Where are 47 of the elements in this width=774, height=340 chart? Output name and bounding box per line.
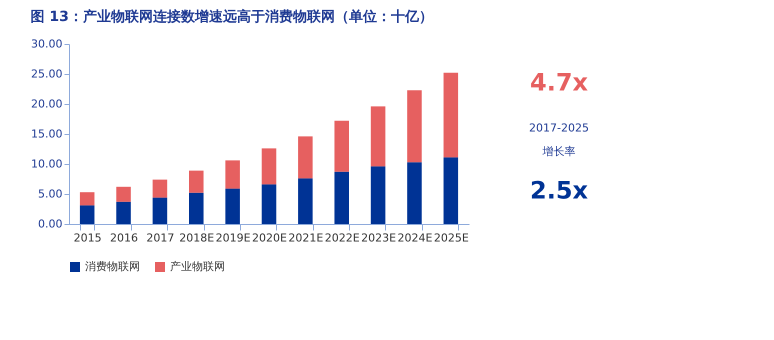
bar	[262, 184, 276, 224]
bar	[225, 188, 240, 224]
x-tick-label: 2020E	[252, 232, 288, 244]
bar	[444, 72, 458, 158]
bar	[152, 198, 168, 224]
bar	[80, 205, 94, 224]
bar	[370, 106, 386, 166]
legend-label: 产业物联网	[170, 260, 225, 273]
bar	[298, 178, 313, 224]
bar	[262, 148, 276, 184]
bar	[407, 162, 422, 224]
x-tick-label: 2024E	[397, 232, 432, 244]
bar	[407, 90, 422, 162]
bar	[444, 157, 458, 224]
bar	[189, 170, 204, 193]
bar	[334, 120, 349, 172]
y-tick-label: 10.00	[31, 158, 62, 170]
x-tick-label: 2018E	[179, 232, 214, 244]
x-tick-label: 2025E	[434, 232, 469, 244]
text: 2.5x	[530, 176, 589, 205]
y-tick-label: 30.00	[31, 38, 62, 50]
y-tick-label: 5.00	[38, 188, 62, 200]
x-tick-label: 2017	[146, 232, 174, 244]
bar	[116, 186, 131, 202]
bar	[370, 166, 386, 224]
bar	[334, 172, 349, 224]
x-tick-label: 2016	[110, 232, 138, 244]
text: 增长率	[542, 145, 576, 158]
x-tick-label: 2021E	[288, 232, 324, 244]
bar	[152, 180, 168, 198]
x-tick-label: 2015	[74, 232, 102, 244]
text: 4.7x	[530, 68, 589, 97]
y-tick-label: 15.00	[31, 128, 62, 140]
bar	[225, 160, 240, 189]
x-tick-label: 2019E	[216, 232, 251, 244]
x-tick-label: 2023E	[361, 232, 396, 244]
text: 2017-2025	[529, 122, 589, 135]
chart-title: 图 13：产业物联网连接数增速远高于消费物联网（单位：十亿）	[30, 8, 433, 25]
y-tick-label: 25.00	[31, 68, 62, 80]
bar	[80, 192, 94, 206]
y-tick-label: 20.00	[31, 98, 62, 110]
bar	[189, 192, 204, 224]
y-tick-label: 0.00	[38, 218, 62, 230]
x-tick-label: 2022E	[324, 232, 360, 244]
bar	[116, 202, 131, 224]
bar	[298, 136, 313, 178]
legend-label: 消费物联网	[85, 260, 140, 273]
